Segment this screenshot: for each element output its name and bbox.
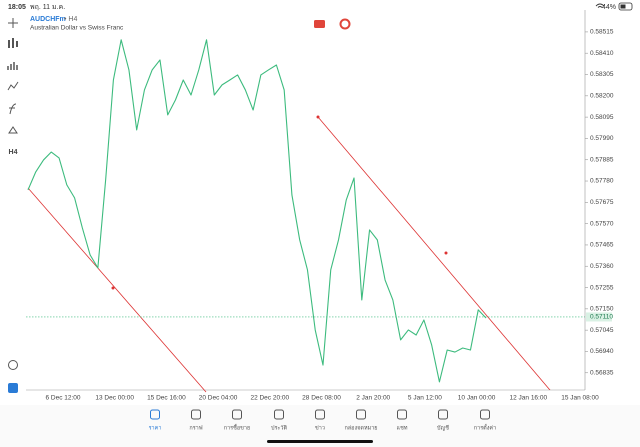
y-tick-label: 0.57465 — [590, 242, 614, 249]
status-time: 18:05 — [8, 4, 26, 11]
x-tick-label: 13 Dec 00:00 — [95, 395, 134, 402]
tab-label[interactable]: ประวัติ — [271, 424, 287, 431]
crosshair-tool[interactable] — [8, 18, 18, 28]
y-tick-label: 0.56835 — [590, 369, 614, 376]
tab-icon[interactable] — [150, 409, 160, 420]
y-tick-label: 0.57885 — [590, 156, 614, 163]
trend-anchor[interactable] — [111, 286, 115, 290]
status-date: พฤ. 11 ม.ค. — [30, 4, 65, 11]
tab-label[interactable]: แชท — [397, 424, 408, 431]
battery-fill — [620, 4, 626, 9]
tab-label[interactable]: กล่องจดหมาย — [344, 425, 377, 431]
tab-icon[interactable] — [232, 409, 242, 420]
x-tick-label: 2 Jan 20:00 — [356, 395, 390, 402]
trend-line[interactable] — [317, 116, 572, 416]
tab-label[interactable]: กราฟ — [189, 424, 202, 431]
tab-label[interactable]: บัญชี — [437, 424, 449, 431]
y-tick-label: 0.57150 — [590, 306, 614, 313]
tab-icon[interactable] — [480, 409, 490, 420]
y-tick-label: 0.58410 — [590, 50, 614, 57]
one-click-button[interactable] — [339, 18, 351, 30]
left-toolbar — [7, 18, 19, 393]
symbol-description: Australian Dollar vs Swiss Franc — [30, 25, 124, 32]
tab-label[interactable]: การซื้อขาย — [224, 423, 250, 431]
y-tick-label: 0.58095 — [590, 114, 614, 121]
x-tick-label: 6 Dec 12:00 — [45, 395, 80, 402]
period-button[interactable]: H4 — [9, 149, 18, 156]
zoom-tool[interactable] — [8, 360, 18, 370]
tab-icon[interactable] — [356, 409, 366, 420]
x-tick-label: 15 Jan 08:00 — [561, 395, 599, 402]
timeframe[interactable]: • H4 — [64, 16, 77, 23]
current-price-badge — [586, 312, 612, 322]
tab-bar — [0, 405, 640, 447]
trend-line[interactable] — [27, 187, 207, 393]
y-tick-label: 0.57255 — [590, 284, 614, 291]
battery-level: 44% — [602, 4, 616, 11]
trade-button[interactable] — [314, 20, 325, 28]
current-price-label: 0.57110 — [590, 314, 613, 321]
y-tick-label: 0.57780 — [590, 178, 614, 185]
x-tick-label: 28 Dec 08:00 — [302, 395, 341, 402]
home-indicator — [267, 440, 373, 443]
x-tick-label: 22 Dec 20:00 — [250, 395, 289, 402]
chart-type-tool[interactable] — [8, 38, 18, 48]
y-tick-label: 0.57990 — [590, 135, 614, 142]
tab-label[interactable]: ราคา — [149, 425, 162, 431]
settings-tool[interactable] — [8, 383, 18, 393]
x-tick-label: 5 Jan 12:00 — [408, 395, 442, 402]
y-tick-label: 0.57570 — [590, 220, 614, 227]
y-tick-label: 0.58305 — [590, 71, 614, 78]
tab-icon[interactable] — [274, 409, 284, 420]
price-line — [27, 39, 487, 383]
x-tick-label: 10 Jan 00:00 — [458, 395, 496, 402]
y-tick-label: 0.57360 — [590, 263, 614, 270]
y-tick-label: 0.58200 — [590, 93, 614, 100]
tab-icon[interactable] — [315, 409, 325, 420]
y-tick-label: 0.58515 — [590, 29, 614, 36]
y-tick-label: 0.57675 — [590, 199, 614, 206]
objects-tool[interactable] — [7, 81, 19, 91]
x-tick-label: 20 Dec 04:00 — [199, 395, 238, 402]
tab-icon[interactable] — [191, 409, 201, 420]
function-tool[interactable] — [9, 103, 17, 115]
y-tick-label: 0.56940 — [590, 348, 614, 355]
tab-label[interactable]: การตั้งค่า — [474, 423, 496, 431]
shapes-tool[interactable] — [8, 126, 18, 134]
tab-icon[interactable] — [438, 409, 448, 420]
battery-icon — [618, 2, 633, 11]
tab-icon[interactable] — [397, 409, 407, 420]
x-tick-label: 12 Jan 16:00 — [510, 395, 548, 402]
wifi-icon — [595, 3, 605, 8]
y-tick-label: 0.57045 — [590, 327, 614, 334]
trend-anchor[interactable] — [316, 115, 320, 119]
tab-label[interactable]: ข่าว — [315, 425, 325, 431]
indicators-tool[interactable] — [7, 62, 18, 70]
trend-anchor[interactable] — [444, 251, 448, 255]
x-tick-label: 15 Dec 16:00 — [147, 395, 186, 402]
symbol[interactable]: AUDCHFm — [30, 16, 66, 23]
